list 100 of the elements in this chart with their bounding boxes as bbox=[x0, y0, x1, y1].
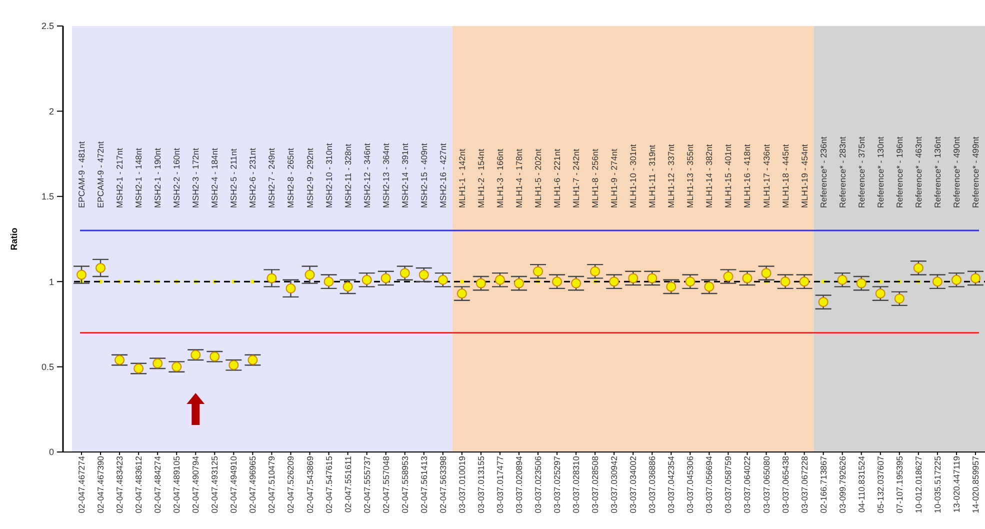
annotation: MSH2-1 - 217nt bbox=[114, 147, 125, 208]
x-tick-label: 02-047.496965 bbox=[248, 456, 258, 514]
x-tick-label: 03-037.023506 bbox=[533, 456, 544, 514]
y-axis-title: Ratio bbox=[9, 227, 19, 250]
x-tick-label: 03-037.013155 bbox=[476, 456, 486, 514]
annotation: MSH2-7 - 249nt bbox=[266, 147, 277, 208]
annotation: MLH1-19 - 454nt bbox=[799, 144, 810, 208]
annotation: MSH2-5 - 211nt bbox=[228, 148, 239, 208]
x-tick-label: 14-020.859957 bbox=[970, 456, 980, 514]
x-tick-label: 02-047.561413 bbox=[418, 456, 429, 514]
annotation: Reference* - 375nt bbox=[856, 136, 866, 208]
annotation: MLH1-5 - 202nt bbox=[533, 148, 544, 208]
annotation: MSH2-1 - 148nt bbox=[134, 147, 144, 208]
annotation: MLH1-17 - 436nt bbox=[761, 144, 772, 208]
annotation: MSH2-13 - 364nt bbox=[380, 142, 391, 208]
annotation: MSH2-3 - 172nt bbox=[190, 147, 201, 208]
x-tick-label: 03-037.065080 bbox=[761, 456, 772, 514]
x-tick-label: 03-037.025297 bbox=[552, 456, 562, 514]
x-tick-label: 03-037.028508 bbox=[590, 456, 600, 514]
annotation: MSH2-16 - 427nt bbox=[438, 142, 448, 208]
x-tick-label: 02-047.543869 bbox=[304, 456, 315, 514]
x-tick-label: 03-037.058759 bbox=[723, 456, 734, 514]
x-tick-label: 03-037.064022 bbox=[742, 456, 752, 514]
x-tick-label: 10-012.018627 bbox=[913, 456, 924, 514]
y-tick-label: 0 bbox=[48, 447, 54, 458]
annotation: MLH1-8 - 256nt bbox=[590, 148, 600, 208]
x-tick-label: 02-166.713867 bbox=[818, 456, 828, 514]
y-tick-label: 0.5 bbox=[41, 362, 54, 372]
y-tick-label: 1 bbox=[48, 276, 54, 287]
x-tick-label: 02-047.494910 bbox=[228, 456, 239, 514]
annotation: MSH2-6 - 231nt bbox=[248, 147, 258, 208]
annotation: MLH1-15 - 401nt bbox=[723, 144, 734, 208]
x-tick-label: 02-047.467274 bbox=[76, 456, 87, 514]
annotation: MSH2-10 - 310nt bbox=[324, 142, 334, 208]
x-tick-label: 03-037.042354 bbox=[666, 456, 676, 514]
point bbox=[460, 280, 464, 284]
annotation: Reference* - 499nt bbox=[970, 136, 980, 208]
x-tick-label: 02-047.483423 bbox=[114, 456, 125, 514]
annotation: MSH2-1 - 190nt bbox=[152, 147, 163, 208]
x-tick-label: 02-047.557048 bbox=[380, 456, 391, 514]
annotation: MSH2-9 - 292nt bbox=[304, 147, 315, 208]
x-tick-label: 13-020.447119 bbox=[951, 456, 962, 513]
annotation: Reference* - 490nt bbox=[951, 136, 962, 208]
annotation: MLH1-2 - 154nt bbox=[476, 148, 486, 208]
y-tick-label: 2 bbox=[48, 106, 54, 116]
x-tick-label: 02-047.547615 bbox=[324, 456, 334, 514]
x-tick-label: 02-047.484274 bbox=[152, 456, 163, 514]
annotation: Reference* - 136nt bbox=[932, 136, 942, 208]
x-tick-label: 03-037.056694 bbox=[704, 456, 714, 514]
x-tick-label: 02-047.490794 bbox=[190, 456, 201, 514]
annotation: EPCAM-9 - 472nt bbox=[96, 140, 106, 208]
annotation: Reference* - 283nt bbox=[837, 136, 848, 208]
x-tick-label: 03-037.030942 bbox=[609, 456, 620, 514]
x-tick-label: 04-110.831524 bbox=[856, 456, 866, 513]
annotation: MLH1-12 - 337nt bbox=[666, 144, 676, 208]
annotation: MLH1-4 - 178nt bbox=[514, 148, 524, 208]
x-tick-label: 02-047.526209 bbox=[286, 456, 296, 514]
annotation: MSH2-15 - 409nt bbox=[418, 142, 429, 208]
y-tick-label: 1.5 bbox=[41, 192, 54, 202]
annotation: MSH2-4 - 184nt bbox=[210, 147, 220, 208]
x-tick-label: 02-047.489105 bbox=[172, 456, 182, 514]
x-tick-label: 03-037.028310 bbox=[571, 456, 582, 514]
annotation: Reference* - 130nt bbox=[875, 136, 886, 208]
x-tick-label: 10-035.517225 bbox=[932, 456, 942, 514]
annotation: MLH1-14 - 382nt bbox=[704, 144, 714, 208]
annotation: MLH1-3 - 166nt bbox=[494, 148, 505, 208]
annotation: Reference* - 196nt bbox=[894, 136, 904, 208]
annotation: Reference* - 463nt bbox=[913, 136, 924, 208]
x-tick-label: 03-037.017477 bbox=[494, 456, 505, 514]
x-tick-label: 02-047.551611 bbox=[342, 456, 353, 513]
annotation: MSH2-11 - 328nt bbox=[342, 143, 353, 208]
y-tick-label: 2.5 bbox=[41, 21, 54, 32]
x-tick-label: 03-037.036886 bbox=[647, 456, 658, 514]
x-tick-label: 03-099.792626 bbox=[837, 456, 848, 514]
annotation: MLH1-16 - 418nt bbox=[742, 144, 752, 208]
x-tick-label: 03-037.045306 bbox=[685, 456, 696, 514]
annotation: MSH2-12 - 346nt bbox=[362, 142, 372, 208]
annotation: MLH1-10 - 301nt bbox=[628, 144, 638, 208]
annotation: MLH1-13 - 355nt bbox=[685, 144, 696, 208]
annotation: MLH1-1 - 142nt bbox=[456, 148, 467, 208]
annotation: MLH1-18 - 445nt bbox=[780, 144, 790, 208]
annotation: MSH2-14 - 391nt bbox=[400, 142, 410, 208]
annotation: Reference* - 236nt bbox=[818, 136, 828, 208]
x-tick-label: 03-037.034002 bbox=[628, 456, 638, 514]
x-tick-label: 02-047.493125 bbox=[210, 456, 220, 514]
annotation: MSH2-8 - 265nt bbox=[286, 147, 296, 208]
x-tick-label: 03-037.020894 bbox=[514, 456, 524, 514]
x-tick-label: 02-047.510479 bbox=[266, 456, 277, 514]
annotation: MLH1-6 - 221nt bbox=[552, 148, 562, 208]
annotation: EPCAM-9 - 481nt bbox=[76, 140, 87, 208]
annotation: MLH1-7 - 242nt bbox=[571, 148, 582, 208]
point bbox=[250, 280, 255, 284]
x-tick-label: 02-047.555737 bbox=[362, 456, 372, 514]
x-tick-label: 07-107.195395 bbox=[894, 456, 904, 514]
x-tick-label: 02-047.563398 bbox=[438, 456, 448, 514]
x-tick-label: 02-047.483612 bbox=[134, 456, 144, 514]
annotation: MLH1-9 - 274nt bbox=[609, 148, 620, 208]
x-tick-label: 02-047.558953 bbox=[400, 456, 410, 514]
x-tick-label: 03-037.010019 bbox=[456, 456, 467, 514]
x-tick-label: 03-037.065438 bbox=[780, 456, 790, 514]
